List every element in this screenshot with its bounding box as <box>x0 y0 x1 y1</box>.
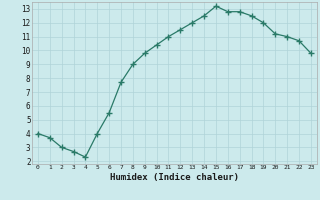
X-axis label: Humidex (Indice chaleur): Humidex (Indice chaleur) <box>110 173 239 182</box>
